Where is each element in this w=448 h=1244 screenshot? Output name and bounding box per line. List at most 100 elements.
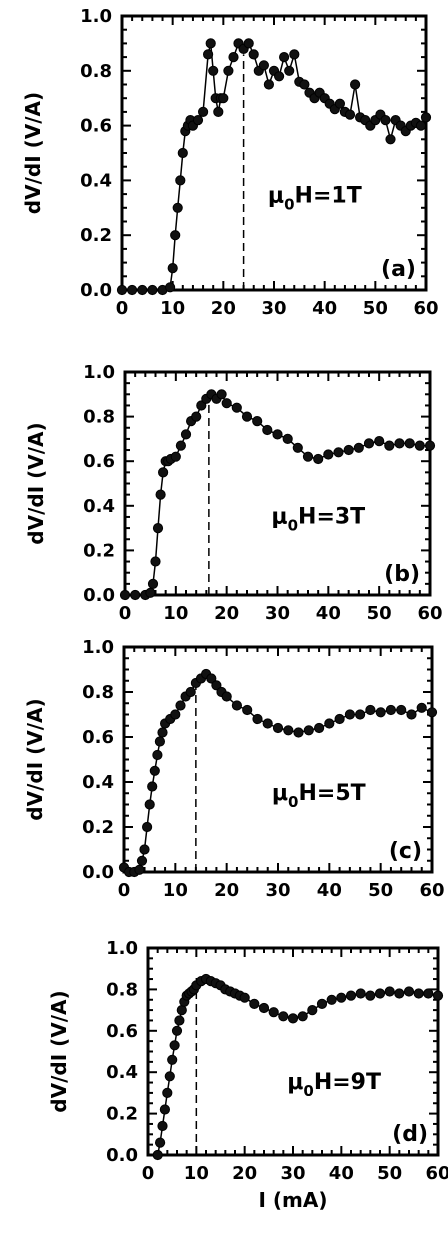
y-tick-label: 1.0 bbox=[82, 637, 114, 658]
x-tick-label: 10 bbox=[184, 1163, 209, 1184]
data-point bbox=[149, 765, 160, 776]
data-point bbox=[248, 49, 259, 60]
chart-panel: 0 10 20 30 40 50 60 0.0 0.2 0.4 0.6 0.8 1.0 dV/dI (V/… bbox=[47, 938, 448, 1212]
x-axis-label: I (mA) bbox=[258, 1188, 327, 1212]
data-point bbox=[282, 433, 293, 444]
x-tick-label: 40 bbox=[316, 603, 341, 624]
data-point bbox=[287, 1013, 299, 1024]
data-point bbox=[208, 65, 219, 76]
data-point bbox=[164, 1071, 175, 1082]
data-point bbox=[155, 1137, 166, 1148]
data-point bbox=[213, 106, 224, 118]
y-tick-label: 1.0 bbox=[106, 938, 138, 959]
data-point bbox=[175, 440, 186, 451]
data-point bbox=[403, 986, 415, 997]
data-point bbox=[139, 844, 150, 855]
y-tick-label: 0.8 bbox=[106, 979, 138, 1000]
y-tick-label: 0.2 bbox=[82, 817, 114, 838]
y-tick-label: 0.2 bbox=[80, 225, 112, 246]
data-point bbox=[211, 680, 222, 691]
y-tick-label: 0.6 bbox=[80, 116, 112, 137]
data-point bbox=[374, 988, 386, 999]
data-point bbox=[142, 821, 153, 833]
y-tick-label: 0.4 bbox=[83, 496, 115, 517]
y-axis-label: dV/dI (V/A) bbox=[24, 422, 48, 544]
field-annotation: μ0H=3T bbox=[271, 505, 365, 535]
x-tick-label: 50 bbox=[377, 1163, 402, 1184]
data-point bbox=[363, 438, 375, 449]
data-point bbox=[302, 451, 314, 462]
data-point bbox=[299, 79, 310, 90]
data-point bbox=[344, 109, 356, 120]
data-point bbox=[263, 79, 274, 90]
data-point bbox=[262, 424, 273, 436]
y-tick-label: 0.8 bbox=[82, 682, 114, 703]
data-point bbox=[191, 411, 202, 422]
data-point bbox=[116, 284, 128, 296]
data-point bbox=[241, 411, 253, 422]
data-point bbox=[221, 691, 232, 702]
y-tick-label: 1.0 bbox=[83, 362, 115, 383]
data-point bbox=[375, 707, 386, 718]
y-tick-label: 0.2 bbox=[106, 1104, 138, 1125]
y-tick-label: 0.2 bbox=[83, 540, 115, 561]
data-point bbox=[175, 175, 186, 186]
data-point bbox=[127, 284, 138, 296]
data-point bbox=[231, 402, 242, 413]
data-point bbox=[414, 440, 425, 451]
data-point bbox=[426, 707, 438, 718]
y-tick-label: 0.4 bbox=[82, 772, 114, 793]
data-point bbox=[154, 736, 165, 747]
y-tick-label: 0.6 bbox=[82, 727, 114, 748]
x-tick-label: 60 bbox=[413, 298, 438, 319]
data-point bbox=[334, 713, 345, 725]
data-point bbox=[385, 134, 396, 145]
data-point bbox=[162, 1087, 173, 1099]
data-point bbox=[303, 725, 314, 736]
x-tick-label: 40 bbox=[312, 298, 337, 319]
data-point bbox=[157, 1120, 168, 1132]
data-point bbox=[192, 115, 204, 126]
x-tick-label: 50 bbox=[367, 603, 392, 624]
y-axis-label: dV/dI (V/A) bbox=[21, 92, 45, 214]
data-point bbox=[289, 49, 300, 60]
data-point bbox=[350, 79, 361, 90]
data-point bbox=[396, 704, 407, 716]
data-point bbox=[165, 282, 176, 293]
data-point bbox=[384, 440, 395, 451]
data-point bbox=[355, 988, 366, 999]
x-tick-label: 20 bbox=[232, 1163, 257, 1184]
data-point bbox=[180, 429, 192, 440]
y-axis-label: dV/dI (V/A) bbox=[47, 990, 71, 1112]
data-point bbox=[355, 709, 366, 720]
data-point bbox=[231, 700, 242, 711]
data-point bbox=[385, 704, 396, 716]
x-tick-label: 30 bbox=[280, 1163, 305, 1184]
y-tick-label: 0.8 bbox=[83, 407, 115, 428]
data-point bbox=[316, 998, 328, 1010]
data-point bbox=[345, 990, 357, 1001]
data-point bbox=[384, 986, 395, 997]
y-tick-label: 0.4 bbox=[106, 1062, 138, 1083]
data-point bbox=[170, 230, 181, 241]
data-point bbox=[415, 120, 426, 131]
panel-label: (c) bbox=[389, 839, 422, 864]
data-point bbox=[252, 713, 263, 725]
data-point bbox=[394, 438, 405, 449]
y-tick-label: 0.0 bbox=[83, 585, 115, 606]
data-point bbox=[152, 523, 164, 534]
data-point bbox=[152, 1149, 163, 1161]
data-point bbox=[137, 284, 148, 296]
x-tick-label: 50 bbox=[363, 298, 388, 319]
data-point bbox=[353, 442, 364, 453]
data-point bbox=[147, 578, 159, 590]
data-point bbox=[283, 725, 294, 736]
data-point bbox=[268, 1007, 279, 1018]
data-point bbox=[336, 992, 347, 1003]
data-point bbox=[313, 453, 324, 465]
data-point bbox=[326, 994, 337, 1005]
data-point bbox=[365, 990, 376, 1001]
data-point bbox=[144, 799, 155, 810]
x-tick-label: 0 bbox=[119, 603, 132, 624]
